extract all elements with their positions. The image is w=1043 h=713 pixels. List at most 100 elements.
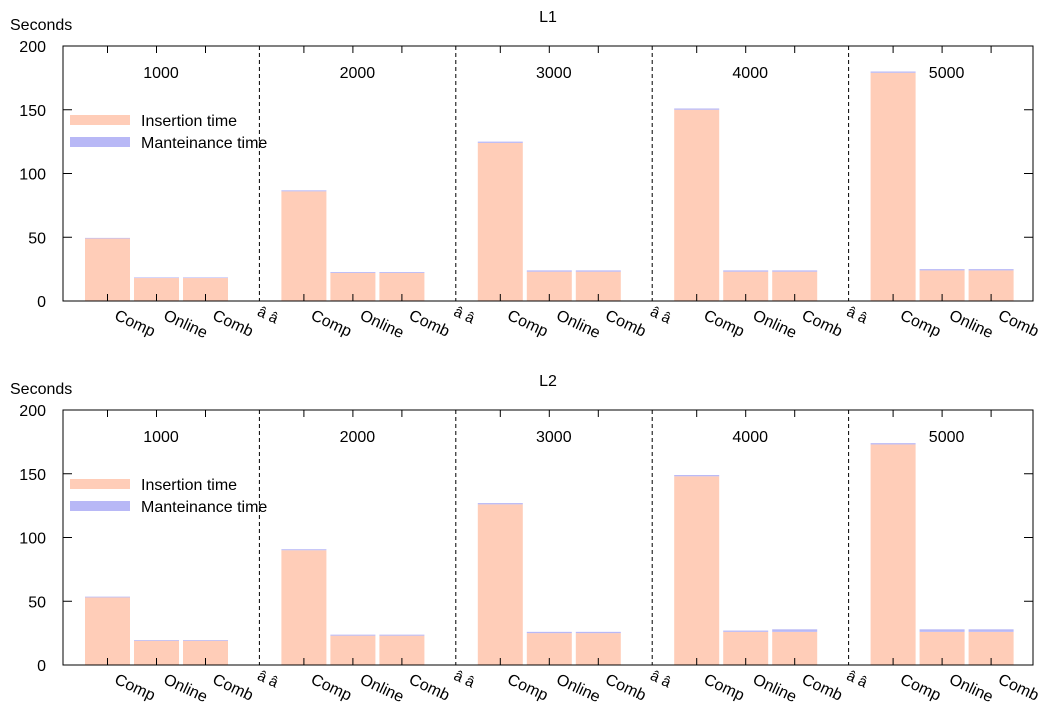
x-tick-label: Online [161,671,210,706]
x-tick-label: Comp [701,307,747,340]
bar-insertion [281,191,327,301]
legend-swatch-insertion [70,115,130,125]
x-tick-label: Online [554,307,603,342]
x-tick-label: Comp [701,671,747,704]
bar-insertion [870,444,916,665]
y-tick-label: 200 [19,39,46,56]
group-label: 5000 [929,429,965,446]
y-axis-label: Seconds [10,17,72,34]
separator-label: â â [844,303,871,327]
x-tick-label: Comp [112,671,158,704]
group-label: 2000 [340,429,376,446]
bar-maintenance [674,475,720,477]
x-tick-label: Comb [603,671,649,704]
legend-swatch-maintenance [70,137,130,147]
x-tick-label: Comb [995,671,1041,704]
x-tick-label: Comp [308,307,354,340]
separator-label: â â [648,667,675,691]
x-tick-label: Comb [210,307,256,340]
group-label: 1000 [143,429,179,446]
bar-maintenance [526,270,572,272]
x-tick-label: Comp [505,307,551,340]
x-tick-label: Comb [210,671,256,704]
plot-frame [62,409,1034,666]
x-tick-label: Comb [406,307,452,340]
group-label: 1000 [143,65,179,82]
bar-maintenance [330,634,376,636]
bar-insertion [674,476,720,665]
group-label: 3000 [536,429,572,446]
bar-maintenance [85,596,130,598]
bar-maintenance [183,277,228,279]
group-label: 5000 [929,65,965,82]
bar-maintenance [575,631,621,634]
group-label: 4000 [732,65,768,82]
legend-label-maintenance: Manteinance time [141,499,267,516]
x-tick-label: Online [750,671,799,706]
bar-maintenance [379,272,425,273]
plot-frame [62,45,1034,302]
group-label: 4000 [732,429,768,446]
bar-maintenance [85,237,130,239]
y-tick-label: 50 [28,230,46,247]
separator-label: â â [255,667,282,691]
bar-maintenance [968,629,1014,632]
bar-insertion [85,597,130,665]
separator-label: â â [451,667,478,691]
bar-maintenance [379,634,425,636]
x-tick-label: Comp [505,671,551,704]
x-tick-label: Comb [406,671,452,704]
y-axis-label: Seconds [10,381,72,398]
bar-maintenance [575,270,621,272]
bar-maintenance [772,629,818,632]
bar-maintenance [281,549,327,551]
legend-swatch-maintenance [70,501,130,511]
bar-maintenance [870,71,916,73]
x-tick-label: Comb [603,307,649,340]
bar-insertion [477,142,523,301]
group-label: 2000 [340,65,376,82]
x-tick-label: Online [554,671,603,706]
bar-insertion [674,109,720,301]
x-tick-label: Online [357,671,406,706]
x-tick-label: Comp [308,671,354,704]
x-tick-label: Comp [897,307,943,340]
bar-maintenance [134,640,179,641]
x-tick-label: Online [946,671,995,706]
bar-maintenance [477,503,523,505]
bar-maintenance [723,270,769,272]
x-tick-label: Online [357,307,406,342]
bar-maintenance [330,272,376,273]
x-tick-label: Online [161,307,210,342]
bar-maintenance [477,141,523,143]
bar-maintenance [526,631,572,634]
bar-maintenance [134,277,179,279]
x-tick-label: Online [946,307,995,342]
legend-label-maintenance: Manteinance time [141,135,267,152]
x-tick-label: Online [750,307,799,342]
bar-maintenance [772,270,818,272]
legend-swatch-insertion [70,479,130,489]
separator-label: â â [844,667,871,691]
bar-maintenance [674,108,720,110]
bar-insertion [85,238,130,301]
y-tick-label: 150 [19,467,46,484]
legend-label-insertion: Insertion time [141,113,237,130]
bar-maintenance [968,269,1014,271]
x-tick-label: Comb [995,307,1041,340]
separator-label: â â [451,303,478,327]
bar-maintenance [870,443,916,445]
chart-title: L1 [539,9,557,26]
x-tick-label: Comb [799,671,845,704]
bar-maintenance [183,640,228,641]
y-tick-label: 200 [19,403,46,420]
bar-insertion [870,72,916,302]
y-tick-label: 100 [19,531,46,548]
separator-label: â â [648,303,675,327]
x-tick-label: Comp [897,671,943,704]
y-tick-label: 0 [37,294,46,311]
chart-title: L2 [539,373,557,390]
y-tick-label: 50 [28,594,46,611]
